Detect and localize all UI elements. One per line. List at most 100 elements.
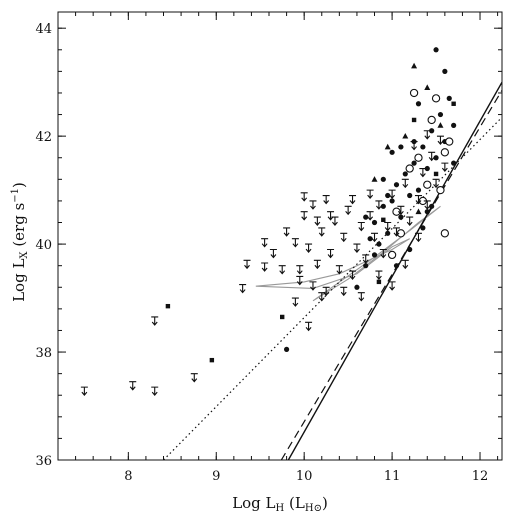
upper-limit-point — [291, 297, 299, 307]
fit-line-dashed — [280, 89, 502, 460]
data-point — [433, 155, 439, 161]
y-tick-label: 38 — [35, 346, 52, 361]
upper-limit-point — [423, 200, 431, 210]
upper-limit-point — [331, 216, 339, 226]
data-point — [424, 209, 430, 215]
data-point — [415, 187, 422, 193]
upper-limit-point — [291, 238, 299, 248]
data-point — [424, 84, 431, 90]
data-point — [440, 229, 450, 238]
data-point — [451, 101, 456, 106]
data-point — [371, 176, 378, 182]
data-point — [209, 357, 215, 363]
data-point — [411, 117, 417, 123]
upper-limit-point — [406, 216, 414, 226]
data-point — [371, 252, 378, 258]
upper-limit-point — [401, 259, 409, 270]
x-axis-label: Log LH (LH⊙) — [232, 494, 328, 514]
data-point — [411, 62, 418, 69]
upper-limit-point — [340, 232, 348, 243]
data-point — [380, 203, 386, 209]
upper-limit-point — [397, 205, 405, 216]
data-point — [405, 164, 414, 173]
upper-limit-point — [366, 189, 374, 199]
upper-limit-point — [300, 192, 308, 202]
upper-limit-point — [414, 194, 422, 205]
data-point — [283, 346, 290, 352]
data-point — [440, 148, 450, 157]
data-point — [414, 153, 423, 162]
y-tick-label: 40 — [35, 238, 52, 253]
y-tick-label: 44 — [35, 22, 52, 37]
contour-line — [255, 238, 410, 289]
upper-limit-point — [190, 373, 198, 383]
upper-limit-point — [353, 243, 361, 253]
data-point — [402, 171, 408, 177]
data-point — [436, 185, 445, 195]
data-point — [433, 47, 439, 53]
data-point — [376, 279, 382, 285]
data-point — [429, 203, 435, 209]
upper-limit-point — [151, 386, 159, 396]
data-point — [411, 160, 417, 166]
upper-limit-point — [327, 211, 335, 221]
data-point — [451, 122, 457, 128]
upper-limit-point — [349, 270, 357, 280]
data-point — [392, 207, 401, 216]
upper-limit-point — [419, 167, 427, 178]
upper-limit-point — [335, 265, 343, 275]
x-tick-label: 9 — [212, 469, 220, 484]
data-point — [389, 149, 395, 155]
fit-line-solid — [287, 81, 502, 460]
upper-limit-point — [384, 221, 392, 232]
data-point — [279, 314, 285, 320]
x-tick-label: 11 — [384, 469, 401, 484]
contour-line — [312, 205, 441, 302]
data-point — [376, 241, 382, 247]
upper-limit-point — [432, 178, 440, 189]
data-point — [398, 214, 404, 220]
data-point — [431, 94, 441, 103]
y-axis-label: Log LX (erg s−1) — [10, 182, 30, 302]
upper-limit-point — [305, 243, 313, 253]
data-point — [385, 192, 391, 199]
upper-limit-point — [322, 194, 330, 205]
data-point — [381, 217, 386, 223]
data-point — [437, 122, 444, 128]
data-point — [442, 68, 448, 74]
upper-limit-point — [428, 151, 436, 162]
data-point — [423, 180, 432, 189]
data-point — [387, 250, 397, 260]
data-point — [371, 219, 378, 226]
upper-limit-point — [309, 281, 317, 291]
upper-limit-point — [313, 259, 321, 270]
upper-limit-point — [379, 248, 387, 259]
data-point — [445, 137, 454, 146]
upper-limit-point — [300, 211, 308, 221]
data-point — [407, 192, 413, 199]
upper-limit-point — [357, 292, 365, 302]
data-point — [424, 165, 430, 172]
fit-line-dotted — [163, 116, 502, 460]
data-point — [380, 176, 386, 182]
data-point — [407, 246, 413, 253]
upper-limit-point — [313, 216, 321, 226]
upper-limit-point — [392, 227, 400, 237]
data-point — [385, 230, 391, 236]
upper-limit-point — [362, 254, 370, 264]
upper-limit-point — [283, 227, 291, 237]
upper-limit-point — [243, 259, 251, 270]
upper-limit-point — [344, 205, 352, 216]
upper-limit-point — [388, 189, 396, 199]
upper-limit-point — [340, 286, 348, 297]
data-point — [363, 214, 369, 220]
data-point — [427, 115, 436, 125]
y-tick-label: 36 — [35, 454, 52, 469]
upper-limit-point — [366, 211, 374, 221]
data-point — [446, 95, 452, 101]
upper-limit-point — [261, 262, 269, 272]
data-point — [354, 284, 360, 290]
upper-limit-point — [296, 275, 304, 286]
